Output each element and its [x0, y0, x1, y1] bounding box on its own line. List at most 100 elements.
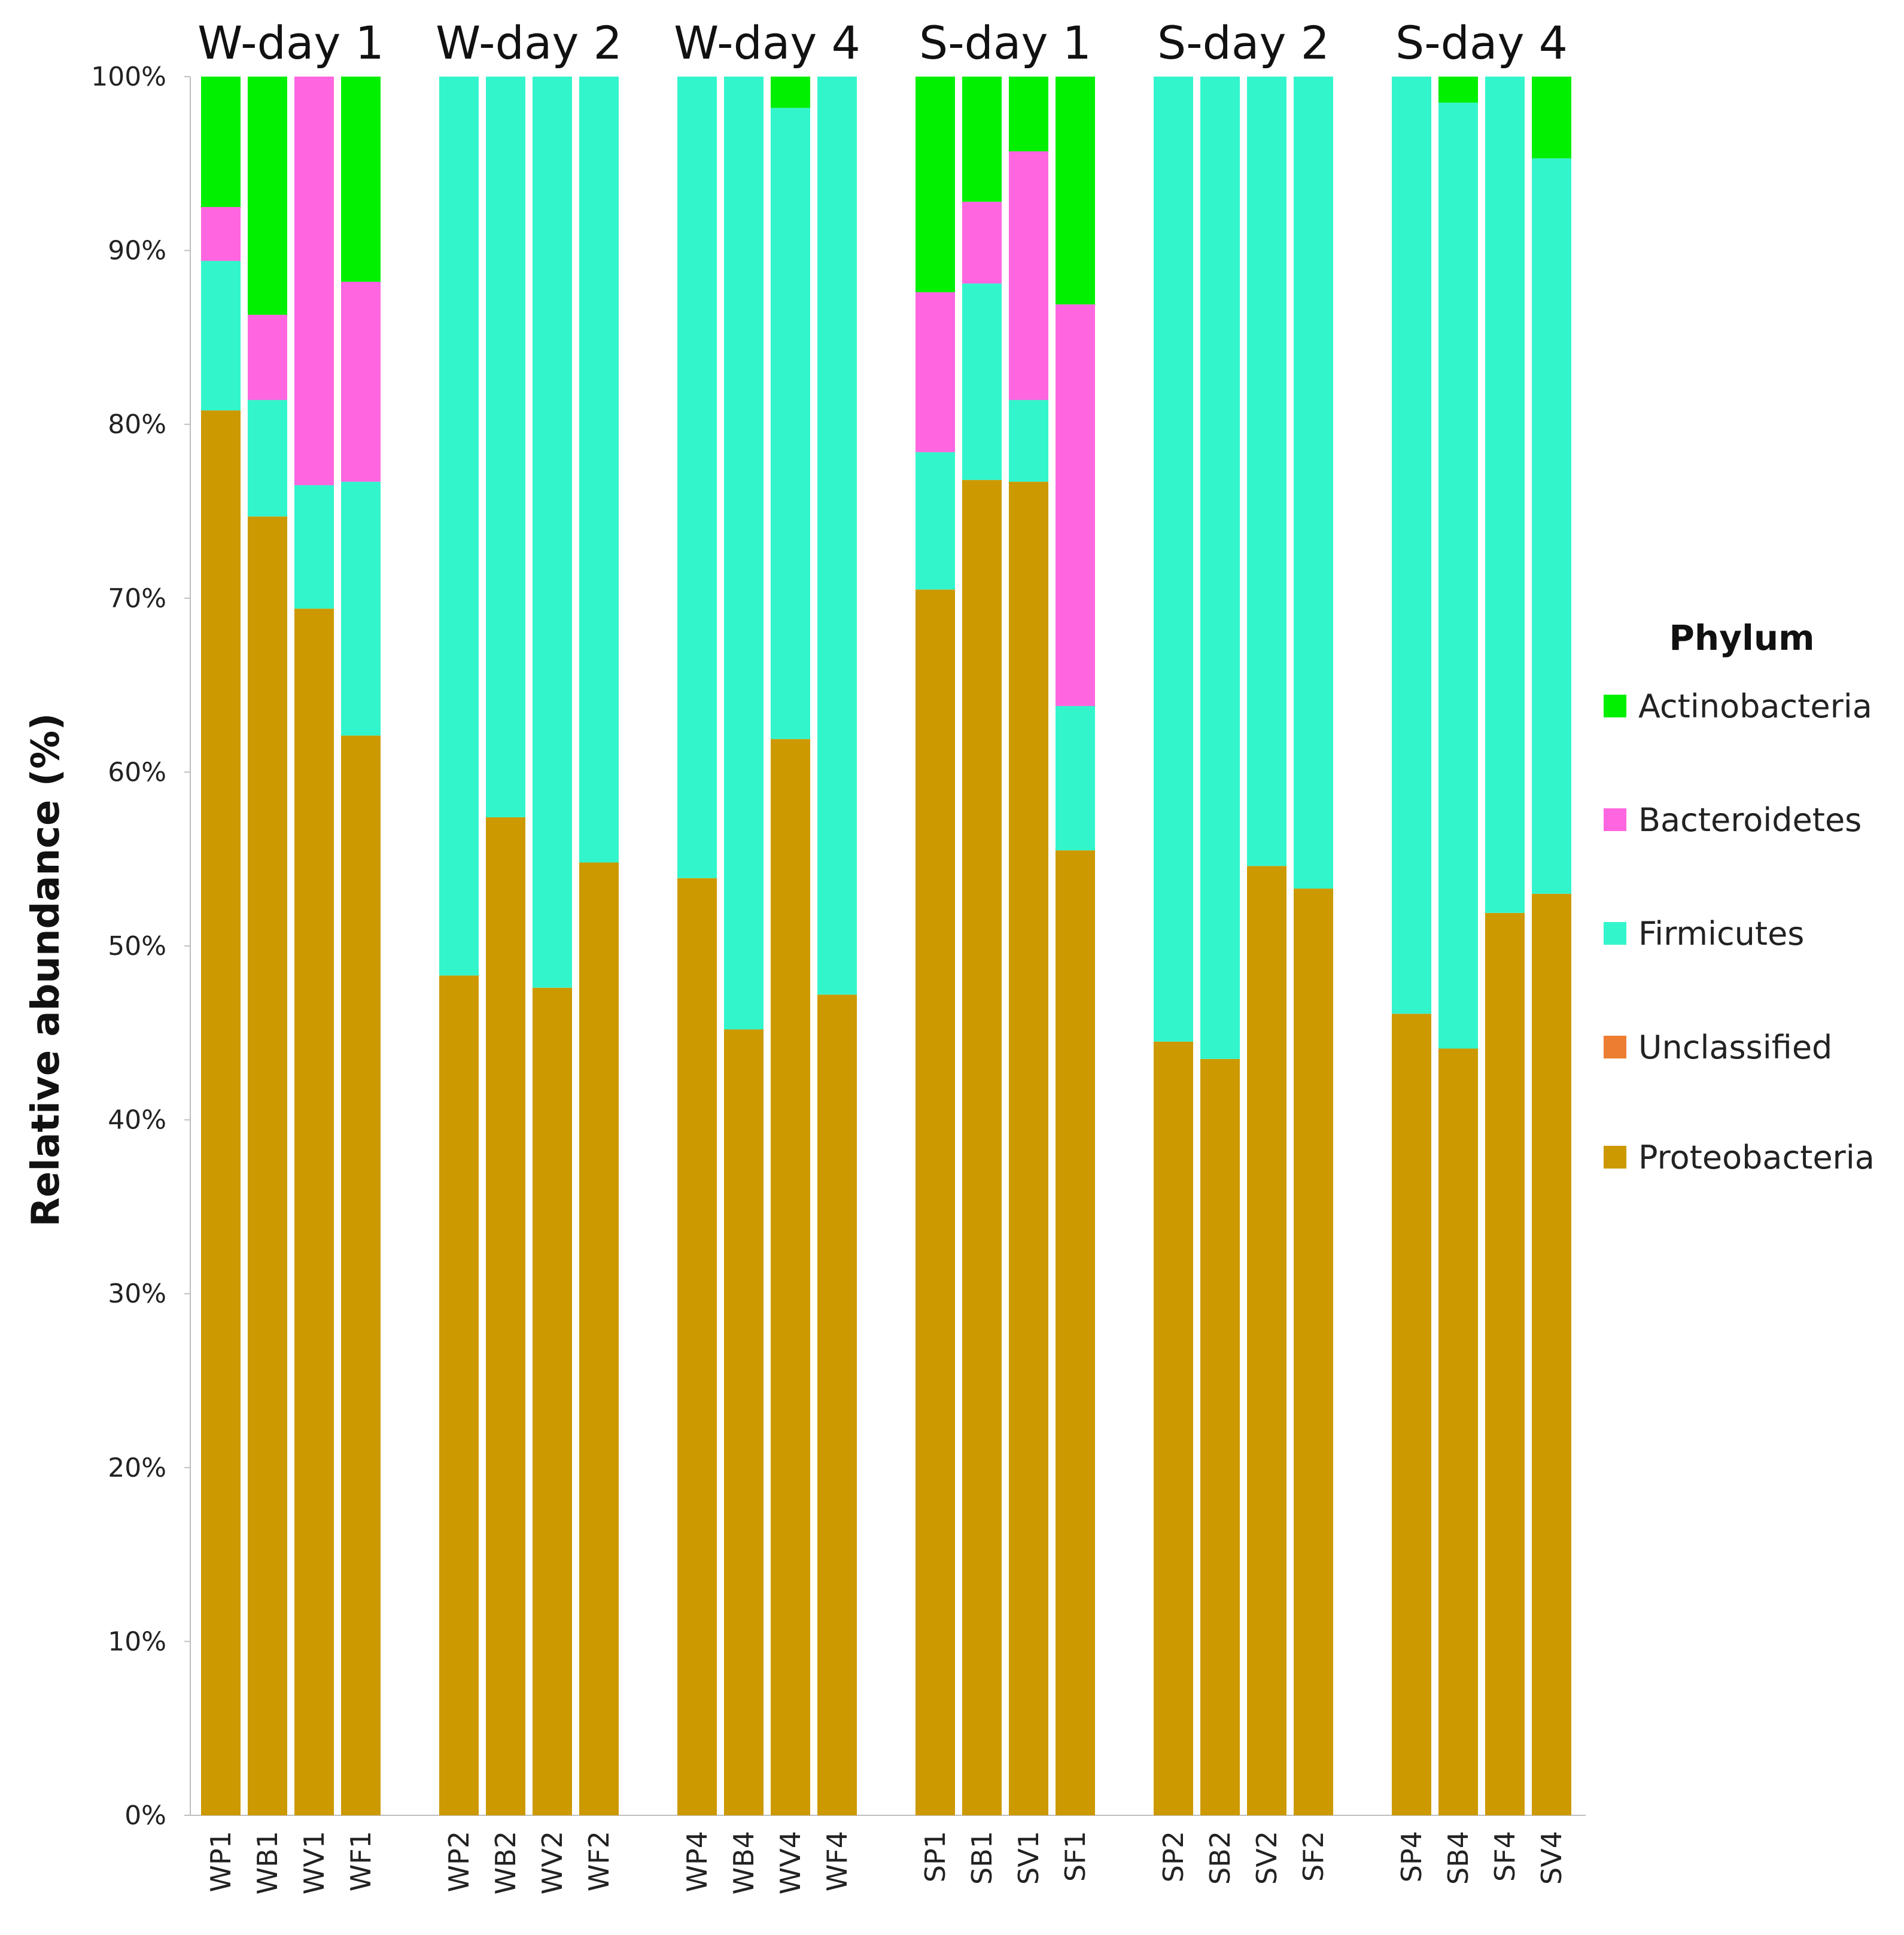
bar-segment-firmicutes [439, 77, 479, 976]
y-tick-label: 20% [108, 1453, 166, 1483]
legend-swatch [1604, 1036, 1626, 1058]
legend-swatch [1604, 808, 1626, 831]
legend-label: Unclassified [1638, 1029, 1832, 1066]
bar-segment-firmicutes [1392, 77, 1431, 1014]
y-tick-label: 10% [108, 1626, 166, 1657]
bar-segment-firmicutes [1485, 77, 1525, 913]
bar-segment-firmicutes [1438, 102, 1478, 1049]
bar-segment-proteobacteria [817, 994, 857, 1815]
x-tick-label: SV1 [1012, 1831, 1045, 1885]
bar-segment-firmicutes [1294, 77, 1333, 889]
x-tick-label: SP1 [919, 1831, 951, 1882]
bar-segment-bacteroidetes [962, 202, 1002, 284]
legend-swatch [1604, 695, 1626, 717]
x-tick-label: WB2 [489, 1831, 522, 1894]
bar-segment-firmicutes [1532, 158, 1571, 894]
group-label: W-day 1 [197, 16, 384, 69]
x-tick-label: WP4 [681, 1831, 713, 1893]
legend-label: Proteobacteria [1638, 1139, 1875, 1176]
bar-segment-proteobacteria [1247, 866, 1286, 1815]
x-tick-label: WV1 [298, 1831, 330, 1894]
bar-segment-proteobacteria [962, 480, 1002, 1816]
bar-segment-bacteroidetes [201, 206, 241, 261]
x-tick-label: SP4 [1395, 1831, 1428, 1882]
bar-segment-proteobacteria [1532, 893, 1571, 1815]
bar-segment-bacteroidetes [341, 281, 381, 482]
x-tick-label: SP2 [1157, 1831, 1190, 1882]
bar-segment-firmicutes [341, 482, 381, 736]
bar-segment-actinobacteria [248, 77, 287, 315]
bar-segment-actinobacteria [1532, 77, 1571, 159]
x-tick-label: SB2 [1204, 1831, 1236, 1885]
bar-segment-proteobacteria [439, 975, 479, 1815]
legend: Phylum Actinobacteria Bacteroidetes Firmicu… [1604, 617, 1875, 1176]
x-tick-label: WB1 [251, 1831, 284, 1894]
y-tick-label: 40% [108, 1105, 166, 1136]
x-tick-label: WB4 [728, 1831, 760, 1894]
bar-segment-actinobacteria [962, 77, 1002, 202]
legend-label: Firmicutes [1638, 915, 1804, 953]
x-tick-label: WF4 [821, 1831, 853, 1891]
bar-segment-proteobacteria [1200, 1058, 1240, 1815]
x-tick-label: SF2 [1297, 1831, 1330, 1882]
bar-segment-firmicutes [1247, 77, 1286, 866]
bar-segment-proteobacteria [486, 817, 525, 1815]
bar-segment-proteobacteria [724, 1029, 764, 1815]
bar-segment-firmicutes [817, 77, 857, 995]
group-label: S-day 2 [1157, 16, 1330, 69]
x-tick-label: SV2 [1251, 1831, 1283, 1885]
bar-segment-firmicutes [771, 108, 810, 740]
y-tick-label: 0% [124, 1800, 166, 1831]
bar-segment-actinobacteria [1438, 77, 1478, 103]
bar-segment-firmicutes [1009, 400, 1048, 482]
bar-segment-proteobacteria [1438, 1048, 1478, 1815]
x-tick-label: SB1 [966, 1831, 998, 1885]
group-label: W-day 2 [436, 16, 622, 69]
bar-segment-bacteroidetes [1009, 151, 1048, 400]
legend-label: Actinobacteria [1638, 687, 1872, 725]
x-tick-label: WF2 [583, 1831, 615, 1891]
y-tick-label: 60% [108, 757, 166, 787]
labels-layer: 0% 10% 20% 30% 40% 50% 60% 70% 80% 90% 100% Relativ… [24, 16, 1568, 1894]
bar-segment-bacteroidetes [248, 315, 287, 400]
bar-segment-proteobacteria [533, 987, 572, 1815]
x-tick-label: WP2 [443, 1831, 475, 1893]
y-tick-label: 90% [108, 236, 166, 266]
group-label: S-day 4 [1395, 16, 1568, 69]
bar-segment-proteobacteria [1009, 482, 1048, 1815]
legend-swatch [1604, 1146, 1626, 1169]
x-tick-label: WP1 [205, 1831, 237, 1893]
y-tick-label: 80% [108, 409, 166, 440]
bar-segment-firmicutes [1200, 77, 1240, 1059]
bar-segment-actinobacteria [771, 77, 810, 108]
bar-segment-proteobacteria [201, 410, 241, 1815]
bar-segment-proteobacteria [294, 609, 334, 1815]
bar-segment-actinobacteria [341, 77, 381, 282]
group-label: W-day 4 [674, 16, 860, 69]
legend-title: Phylum [1669, 617, 1814, 658]
x-tick-label: SB4 [1442, 1831, 1474, 1885]
bar-segment-firmicutes [1154, 77, 1193, 1042]
bar-segment-proteobacteria [771, 739, 810, 1815]
bars-layer [201, 77, 1571, 1816]
bar-segment-proteobacteria [1485, 912, 1525, 1815]
bar-segment-bacteroidetes [294, 77, 334, 485]
bar-segment-firmicutes [724, 77, 764, 1030]
bar-segment-proteobacteria [915, 589, 955, 1815]
bar-segment-proteobacteria [1154, 1041, 1193, 1815]
bar-segment-bacteroidetes [915, 292, 955, 452]
x-tick-label: SF1 [1059, 1831, 1091, 1882]
bar-segment-proteobacteria [579, 862, 619, 1815]
x-tick-label: WF1 [345, 1831, 377, 1891]
legend-swatch [1604, 922, 1626, 945]
bar-segment-proteobacteria [1056, 850, 1095, 1815]
x-tick-label: SV4 [1535, 1831, 1568, 1885]
x-tick-label: WV4 [774, 1831, 807, 1894]
bar-segment-actinobacteria [1009, 77, 1048, 151]
bar-segment-firmicutes [294, 485, 334, 609]
bar-segment-proteobacteria [677, 878, 717, 1815]
x-tick-label: SF4 [1489, 1831, 1521, 1882]
bar-segment-proteobacteria [248, 516, 287, 1815]
